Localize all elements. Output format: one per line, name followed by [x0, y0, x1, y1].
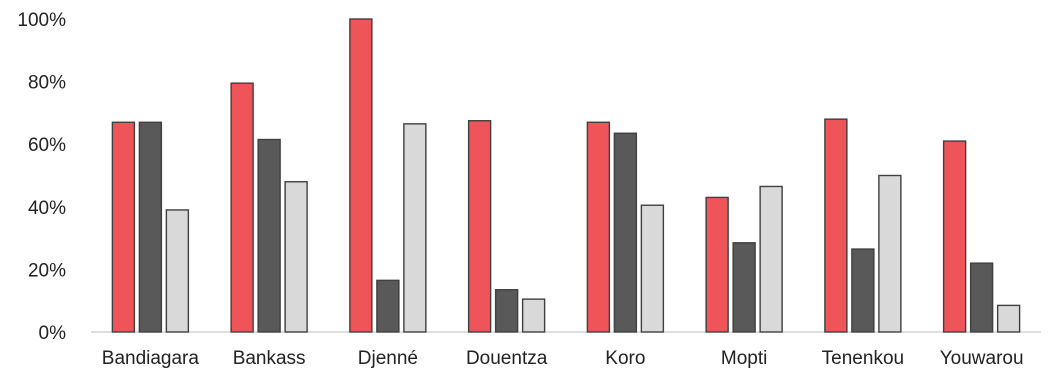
- bar-bankass-series-1: [230, 82, 254, 333]
- bar-mopti-series-1: [705, 196, 729, 333]
- y-tick-label: 0%: [39, 323, 67, 344]
- bar-bandiagara-series-1: [111, 121, 136, 333]
- y-tick-label: 100%: [17, 10, 66, 31]
- bar-djenné-series-2: [376, 279, 400, 333]
- bar-douentza-series-2: [494, 289, 519, 333]
- y-tick-label: 80%: [28, 73, 66, 94]
- bar-douentza-series-1: [467, 120, 492, 333]
- y-tick-label: 20%: [28, 260, 66, 281]
- y-tick-label: 40%: [28, 198, 66, 219]
- bar-tenenkou-series-2: [851, 248, 875, 333]
- bar-youwarou-series-1: [942, 140, 967, 333]
- bar-bankass-series-3: [284, 181, 308, 333]
- bar-djenné-series-3: [403, 123, 427, 333]
- bar-douentza-series-3: [521, 298, 546, 333]
- bar-youwarou-series-2: [969, 262, 994, 333]
- x-axis-labels: Bandiagara Bankass Djenné Douentza Koro Mopti…: [102, 348, 1024, 369]
- bar-bandiagara-series-3: [165, 209, 190, 333]
- x-tick-label: Koro: [605, 348, 645, 369]
- bar-djenné-series-1: [349, 18, 373, 333]
- x-tick-label: Bandiagara: [102, 348, 200, 369]
- x-tick-label: Djenné: [358, 348, 418, 369]
- x-tick-label: Bankass: [233, 348, 306, 369]
- bar-bandiagara-series-2: [138, 121, 163, 333]
- x-tick-label: Douentza: [466, 348, 548, 369]
- y-axis-ticks: 0% 20% 40% 60% 80% 100%: [17, 10, 66, 344]
- bars: [111, 18, 1021, 333]
- y-tick-label: 60%: [28, 135, 66, 156]
- bar-youwarou-series-3: [996, 304, 1021, 333]
- x-tick-label: Mopti: [721, 348, 767, 369]
- bar-mopti-series-3: [759, 185, 783, 333]
- x-tick-label: Youwarou: [940, 348, 1024, 369]
- bar-bankass-series-2: [257, 138, 281, 333]
- bar-koro-series-3: [640, 204, 665, 333]
- bar-tenenkou-series-1: [824, 118, 848, 333]
- x-tick-label: Tenenkou: [822, 348, 904, 369]
- bar-tenenkou-series-3: [878, 174, 902, 333]
- bar-koro-series-2: [613, 132, 638, 333]
- bar-mopti-series-2: [732, 242, 756, 333]
- bar-koro-series-1: [586, 121, 611, 333]
